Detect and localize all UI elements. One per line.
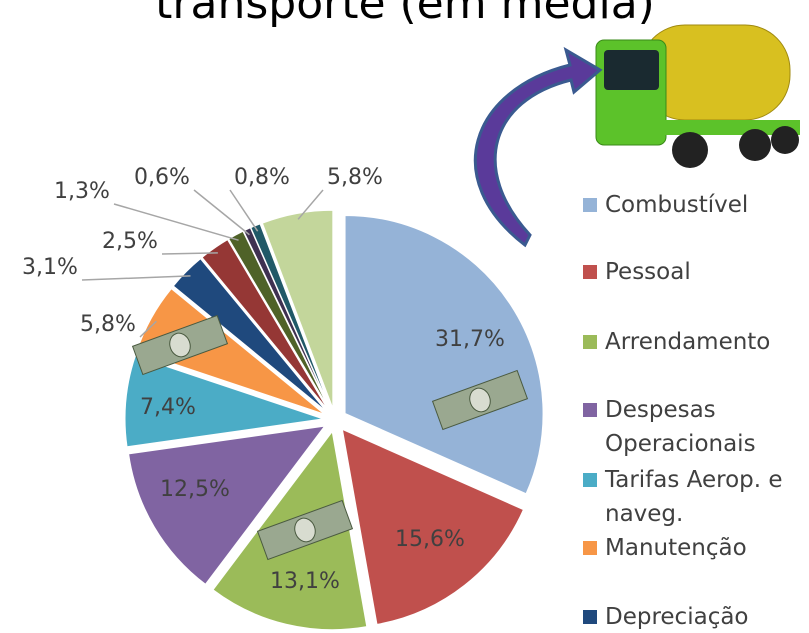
legend-swatch: [583, 610, 597, 624]
legend-swatch: [583, 335, 597, 349]
leader-line: [113, 203, 239, 241]
legend-swatch: [583, 198, 597, 212]
legend-label: Despesas Operacionais: [605, 397, 756, 457]
leader-line: [139, 320, 157, 338]
data-label: 7,4%: [140, 395, 196, 420]
pie-slice: [341, 428, 525, 625]
leader-line: [229, 189, 259, 232]
data-label: 5,8%: [80, 312, 136, 337]
legend-label: Pessoal: [605, 259, 691, 285]
truck-icon: [595, 24, 800, 168]
pie-slice: [261, 209, 334, 409]
data-label: 13,1%: [270, 569, 340, 594]
legend-label: Tarifas Aerop. e naveg.: [605, 467, 783, 527]
data-label: 2,5%: [102, 229, 158, 254]
pie-slice: [124, 355, 324, 448]
legend-label: Depreciação: [605, 604, 749, 630]
pie-slice: [344, 214, 544, 495]
pie-slice: [172, 258, 327, 412]
data-label: 15,6%: [395, 527, 465, 552]
arrow: [473, 46, 603, 248]
data-label: 0,6%: [134, 165, 190, 190]
leader-line: [193, 189, 250, 236]
legend-swatch: [583, 265, 597, 279]
legend-label: Arrendamento: [605, 329, 771, 355]
pie-slice: [228, 230, 330, 410]
legend-label: Combustível: [605, 192, 749, 218]
data-label: 3,1%: [22, 255, 78, 280]
data-label: 0,8%: [234, 165, 290, 190]
data-label: 12,5%: [160, 477, 230, 502]
leader-line: [161, 252, 218, 255]
money-icon: [131, 314, 229, 376]
data-label: 1,3%: [54, 179, 110, 204]
chart-title: transporte (em média): [155, 0, 655, 29]
pie-slice: [201, 238, 329, 411]
money-icon: [431, 369, 529, 431]
data-label: 5,8%: [327, 165, 383, 190]
legend-label: Manutenção: [605, 535, 747, 561]
leader-line: [81, 275, 191, 281]
data-label: 31,7%: [435, 327, 505, 352]
legend-swatch: [583, 403, 597, 417]
legend-swatch: [583, 473, 597, 487]
pie-slice: [128, 425, 326, 585]
pie-slice: [250, 223, 331, 410]
leader-line: [297, 189, 324, 220]
money-icon: [256, 499, 354, 561]
legend-swatch: [583, 541, 597, 555]
